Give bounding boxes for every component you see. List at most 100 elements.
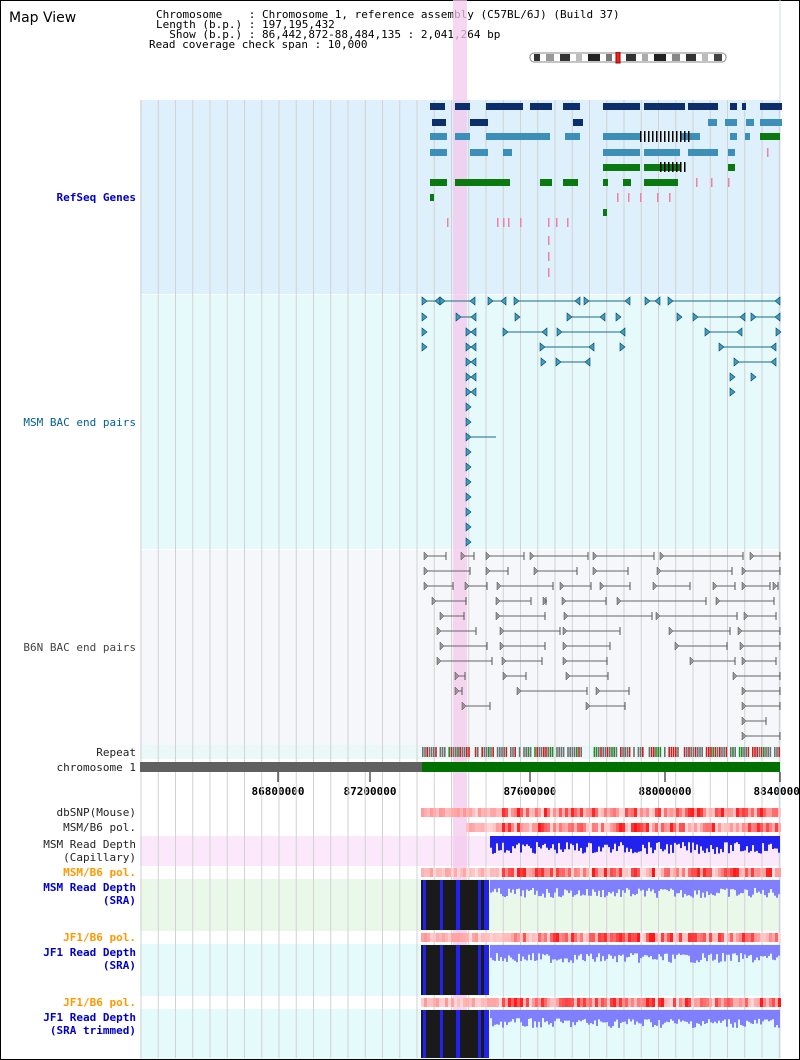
polymorphism-cell [622,823,625,832]
read-depth-bar [596,836,598,852]
read-depth-bar [778,945,780,956]
polymorphism-cell [556,868,559,877]
read-depth-bar [676,880,678,894]
read-depth-bar [576,1010,578,1023]
read-depth-bar [560,880,562,898]
jf1-depth-sra-label[interactable]: JF1 Read Depth (SRA) [43,946,136,972]
bac-end-marker [454,671,460,681]
b6n-bac-label[interactable]: B6N BAC end pairs [23,641,136,654]
polymorphism-cell [688,933,691,942]
polymorphism-cell [685,998,688,1007]
read-depth-bar [534,945,536,961]
read-depth-bar [616,945,618,963]
repeat-label[interactable]: Repeat [96,746,136,759]
bac-end-marker [465,462,472,472]
show-range-info: Show (b.p.) : 86,442,872-88,484,135 : 2,… [156,28,501,41]
refseq-genes-label[interactable]: RefSeq Genes [56,191,136,204]
repeat-element [604,747,607,757]
repeat-element [774,747,776,757]
repeat-element [466,747,468,757]
polymorphism-cell [694,823,697,832]
polymorphism-cell [652,808,655,817]
polymorphism-cell [691,998,694,1007]
chromosome-ideogram[interactable] [528,52,728,64]
polymorphism-cell [712,933,715,942]
polymorphism-cell [478,868,481,877]
msm-depth-sra-label[interactable]: MSM Read Depth (SRA) [43,881,136,907]
polymorphism-cell [472,808,475,817]
msm-b6-pol2-label[interactable]: MSM/B6 pol. [63,866,136,879]
read-depth-bar [740,945,742,954]
polymorphism-cell [724,998,727,1007]
read-depth-bar [524,880,526,898]
msm-b6-pol-label[interactable]: MSM/B6 pol. [63,821,136,834]
dbsnp-label[interactable]: dbSNP(Mouse) [56,806,136,819]
polymorphism-cell [430,808,433,817]
gene-feature [688,103,718,110]
gene-feature [455,179,510,186]
read-depth-bar [500,880,502,894]
msm-depth-capillary-label[interactable]: MSM Read Depth (Capillary) [43,838,136,864]
pseudogene-mark [669,193,671,202]
read-depth-bar [542,945,544,955]
read-depth-bar [722,836,724,853]
gene-feature [644,149,680,156]
polymorphism-cell [523,823,526,832]
read-depth-bar [750,880,752,898]
polymorphism-cell [688,998,691,1007]
polymorphism-cell [502,933,505,942]
polymorphism-cell [667,933,670,942]
read-depth-bar [702,1010,704,1022]
jf1-depth-trim-label[interactable]: JF1 Read Depth (SRA trimmed) [43,1011,136,1037]
polymorphism-cell [574,933,577,942]
read-depth-bar [622,836,624,846]
read-depth-bar [538,1010,540,1022]
repeat-element [769,747,772,757]
read-depth-bar [632,945,634,955]
polymorphism-cell [766,868,769,877]
repeat-element [543,747,545,757]
polymorphism-cell [703,868,706,877]
polymorphism-cell [484,823,487,832]
read-depth-bar [716,880,718,893]
bac-end-marker [599,312,606,322]
polymorphism-cell [568,933,571,942]
bac-end-marker [563,611,569,621]
bac-end-marker [485,551,491,561]
chromosome-label[interactable]: chromosome 1 [56,761,136,774]
polymorphism-cell [658,868,661,877]
read-depth-bar [714,945,716,960]
polymorphism-cell [532,933,535,942]
gene-feature [760,133,780,140]
read-depth-bar [554,1010,556,1022]
read-depth-bar [670,1010,672,1020]
polymorphism-cell [535,808,538,817]
polymorphism-cell [457,933,460,942]
polymorphism-cell [496,823,499,832]
read-depth-bar [618,945,620,955]
read-depth-bar [580,1010,582,1022]
read-depth-bar [552,945,554,960]
read-depth-bar [568,880,570,894]
repeat-element [756,747,758,757]
pseudogene-mark [548,252,550,261]
jf1-b6-pol2-label[interactable]: JF1/B6 pol. [63,996,136,1009]
polymorphism-cell [556,823,559,832]
read-depth-bar [774,1010,776,1028]
polymorphism-cell [436,868,439,877]
polymorphism-cell [658,823,661,832]
read-depth-bar [538,836,540,848]
polymorphism-cell [634,868,637,877]
polymorphism-cell [712,868,715,877]
polymorphism-cell [508,933,511,942]
jf1-b6-pol-label[interactable]: JF1/B6 pol. [63,931,136,944]
polymorphism-cell [604,933,607,942]
read-depth-bar [510,836,512,853]
read-depth-bar [522,836,524,845]
msm-bac-label[interactable]: MSM BAC end pairs [23,416,136,429]
read-depth-bar [550,945,552,963]
read-depth-bar [772,880,774,893]
polymorphism-cell [733,933,736,942]
read-depth-bar [622,880,624,891]
